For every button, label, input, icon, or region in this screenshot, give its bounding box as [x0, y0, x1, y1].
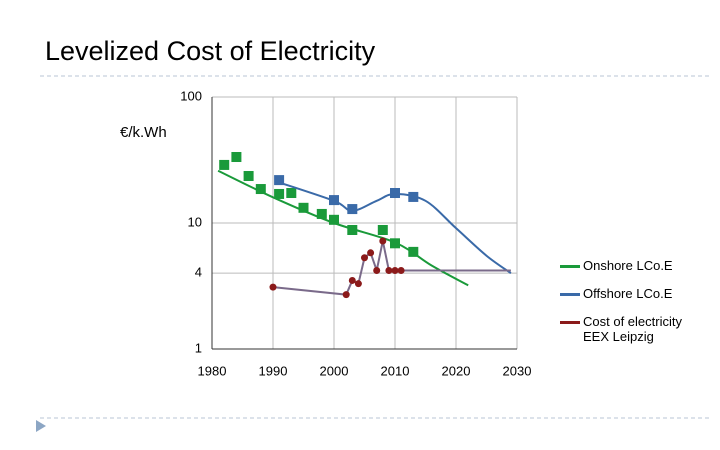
marker [269, 283, 277, 291]
legend-item: Onshore LCo.E [560, 258, 710, 273]
marker [408, 246, 419, 257]
marker [274, 175, 285, 186]
marker [348, 276, 356, 284]
y-tick-label: 1 [195, 340, 202, 355]
x-tick-label: 1990 [259, 363, 288, 378]
marker [390, 188, 400, 199]
x-tick-label: 2010 [381, 363, 410, 378]
marker [286, 188, 297, 199]
legend-item: Cost of electricity EEX Leipzig [560, 314, 710, 344]
marker [367, 249, 375, 257]
marker [408, 191, 419, 202]
x-tick-label: 1980 [198, 363, 227, 378]
legend-swatch [560, 293, 580, 296]
marker [361, 254, 368, 262]
legend-swatch [560, 265, 580, 268]
marker [373, 266, 381, 274]
marker [231, 152, 242, 163]
marker [243, 171, 254, 182]
legend-label: Onshore LCo.E [583, 258, 673, 273]
marker [342, 291, 350, 299]
x-tick-label: 2020 [442, 363, 471, 378]
chart-title: Levelized Cost of Electricity [45, 36, 376, 66]
legend-label: Offshore LCo.E [583, 286, 673, 301]
legend-item: Offshore LCo.E [560, 286, 710, 301]
marker [379, 237, 387, 245]
marker [397, 266, 405, 274]
marker [391, 266, 399, 274]
trend-line [217, 169, 469, 287]
marker [347, 224, 358, 235]
marker [390, 238, 400, 249]
legend: Onshore LCo.E Offshore LCo.E Cost of elect… [560, 258, 710, 357]
marker [219, 159, 230, 170]
y-tick-label: 4 [195, 265, 202, 280]
y-axis-label: €/k.Wh [120, 124, 167, 141]
marker [347, 204, 358, 215]
legend-label: Cost of electricity EEX Leipzig [583, 314, 682, 344]
marker [298, 202, 309, 213]
marker [329, 214, 339, 225]
marker [385, 266, 393, 274]
marker [329, 195, 339, 206]
legend-swatch [560, 321, 580, 324]
marker [316, 208, 327, 219]
marker [354, 280, 362, 288]
x-tick-label: 2030 [503, 363, 532, 378]
marker [274, 188, 285, 199]
x-tick-label: 2000 [320, 363, 349, 378]
series-line [272, 240, 402, 296]
y-tick-label: 100 [180, 88, 202, 103]
y-tick-label: 10 [188, 214, 202, 229]
bullet [36, 420, 46, 432]
marker [255, 184, 266, 195]
marker [377, 224, 388, 235]
